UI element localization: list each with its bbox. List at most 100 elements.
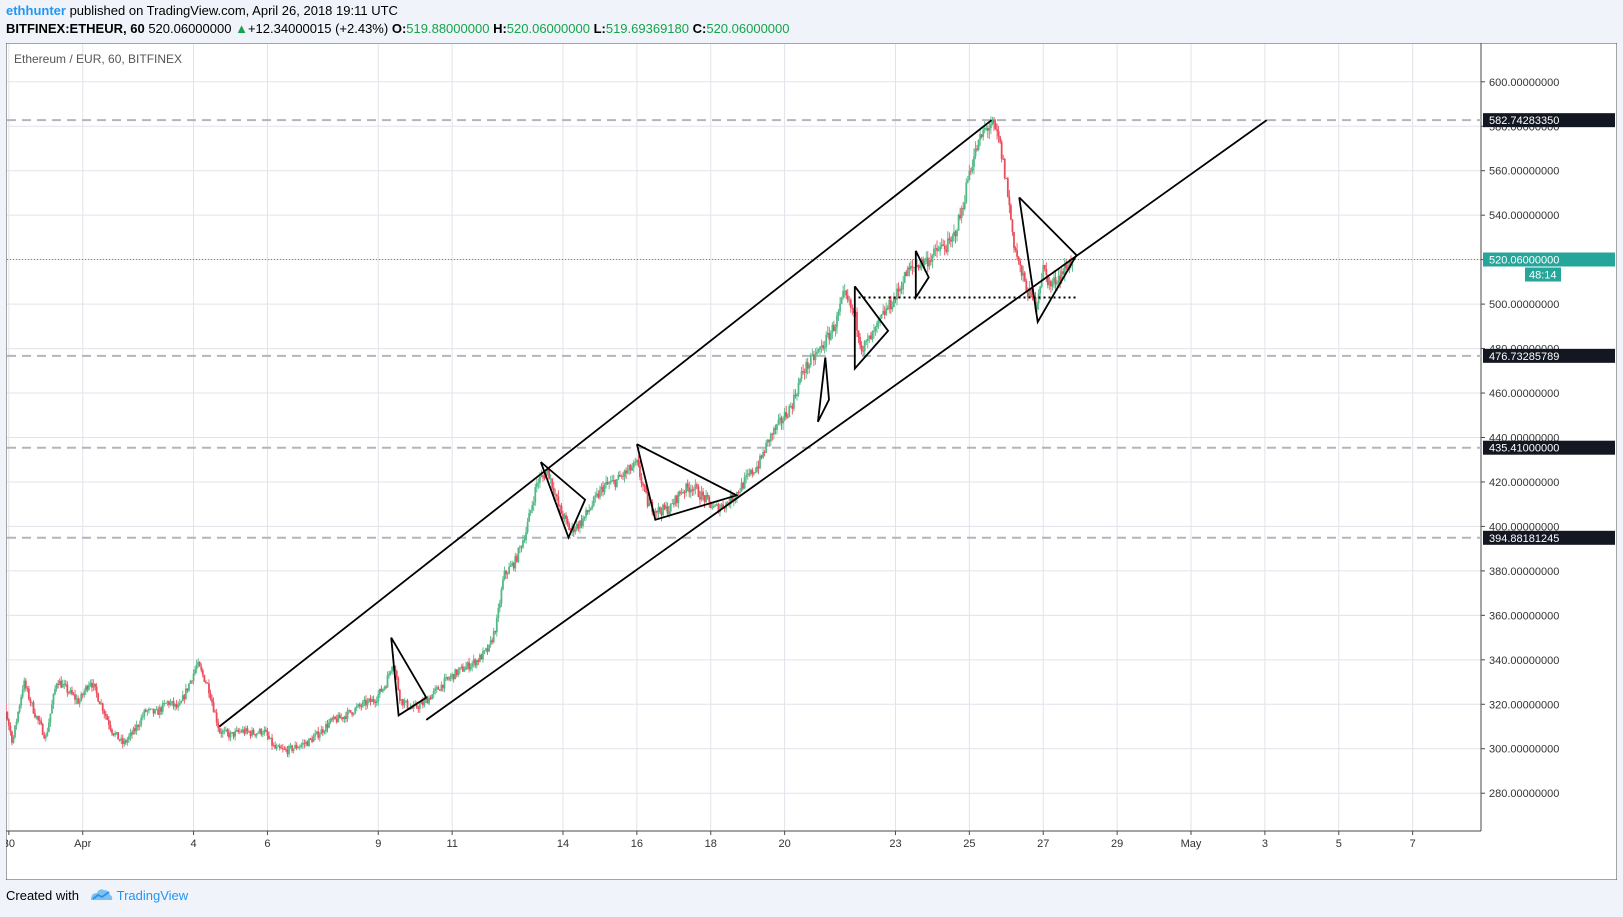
candle-body: [358, 704, 361, 707]
candle-body: [341, 717, 344, 720]
candle-body: [468, 662, 470, 670]
candle-body: [965, 182, 968, 203]
candle-body: [809, 355, 812, 365]
candle-body: [857, 330, 860, 337]
candle-body: [663, 504, 666, 509]
candle-body: [991, 119, 994, 125]
price-tick-label: 380.00000000: [1489, 566, 1559, 578]
candle-body: [86, 686, 89, 690]
candle-body: [298, 746, 301, 748]
price-chart[interactable]: 280.00000000 300.00000000 320.00000000 340.…: [0, 42, 1618, 881]
candle-body: [819, 347, 821, 350]
candle-body: [1031, 291, 1034, 298]
candle-body: [352, 713, 355, 715]
candle-body: [977, 139, 980, 150]
candle-body: [765, 442, 768, 453]
candle-body: [388, 673, 390, 676]
candle-body: [503, 570, 506, 580]
candle-body: [640, 476, 643, 484]
candle-body: [208, 683, 210, 694]
price-tick-label: 420.00000000: [1489, 477, 1559, 489]
candle-body: [132, 728, 135, 735]
candle-body: [74, 694, 76, 700]
candle-body: [639, 465, 641, 477]
trendline: [218, 119, 993, 728]
candle-body: [312, 736, 315, 742]
candle-body: [452, 674, 455, 680]
candle-body: [346, 710, 349, 719]
tradingview-brand[interactable]: TradingView: [116, 888, 189, 903]
candle-body: [923, 260, 926, 265]
candle-body: [326, 724, 329, 728]
candle-body: [458, 667, 461, 671]
candle-body: [694, 484, 697, 489]
candle-body: [794, 394, 797, 397]
candle-body: [442, 684, 444, 689]
candle-body: [181, 695, 184, 701]
level-price-label-bg: [1483, 348, 1615, 363]
candle-body: [834, 327, 837, 331]
candle-body: [566, 518, 569, 524]
candle-body: [885, 308, 888, 315]
candle-body: [688, 487, 691, 493]
candle-body: [283, 748, 286, 750]
candle-body: [212, 702, 215, 712]
candle-body: [592, 496, 595, 506]
candle-body: [389, 671, 392, 674]
candle-body: [1010, 205, 1012, 220]
drawings: [218, 119, 1268, 728]
candle-body: [716, 504, 718, 506]
candle-body: [437, 687, 440, 690]
candle-body: [1016, 250, 1018, 257]
candle-body: [460, 666, 463, 668]
candle-body: [909, 266, 912, 270]
chart-container[interactable]: 280.00000000 300.00000000 320.00000000 340.…: [0, 42, 1618, 881]
candle-body: [1005, 178, 1008, 179]
time-tick-label: 9: [375, 838, 381, 850]
candle-body: [751, 469, 754, 475]
candle-body: [206, 682, 209, 684]
candle-body: [797, 383, 800, 395]
candle-body: [672, 503, 675, 505]
candle-body: [802, 371, 805, 373]
candle-body: [286, 749, 289, 755]
candle-body: [1063, 265, 1066, 275]
candle-body: [431, 694, 434, 700]
candle-body: [615, 479, 618, 487]
candle-body: [874, 326, 877, 332]
candle-body: [365, 699, 367, 706]
candle-body: [422, 701, 424, 706]
candle-body: [377, 694, 380, 702]
candle-body: [137, 725, 140, 727]
candle-body: [605, 481, 607, 485]
candle-body: [107, 719, 110, 726]
candle-body: [472, 659, 475, 664]
candle-body: [400, 699, 403, 701]
last-price-label-bg: [1483, 252, 1615, 267]
author-link[interactable]: ethhunter: [6, 3, 66, 18]
candle-body: [1002, 158, 1005, 160]
candle-body: [81, 693, 84, 696]
candle-body: [281, 748, 284, 750]
candle-body: [343, 716, 346, 720]
candle-body: [679, 491, 681, 494]
candle-body: [826, 332, 829, 335]
candle-body: [542, 475, 544, 477]
candle-body: [697, 486, 700, 497]
candle-body: [34, 713, 36, 718]
candle-body: [899, 288, 901, 292]
candle-body: [637, 459, 640, 466]
candle-body: [311, 738, 313, 742]
candle-body: [440, 684, 443, 691]
candle-body: [254, 734, 257, 736]
candle-body: [141, 716, 144, 718]
time-tick-label: 30: [6, 838, 15, 850]
candle-body: [980, 134, 983, 137]
candle-body: [939, 246, 942, 251]
candle-body: [351, 712, 354, 715]
candle-body: [292, 748, 295, 751]
candle-body: [957, 215, 960, 231]
candle-body: [817, 349, 820, 352]
candle-body: [91, 682, 93, 688]
candle-body: [557, 496, 560, 506]
